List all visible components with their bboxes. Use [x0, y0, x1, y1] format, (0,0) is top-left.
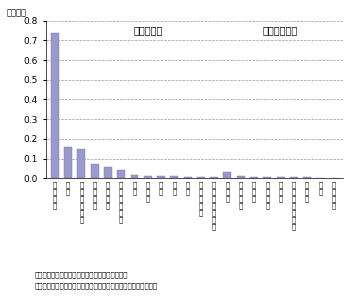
- Bar: [303, 177, 311, 178]
- Bar: [131, 175, 139, 178]
- Bar: [104, 168, 112, 178]
- Bar: [250, 177, 258, 178]
- Bar: [184, 177, 191, 178]
- Text: 資料：経済産業省「海外事業活動基本調査」の個票から再集計。: 資料：経済産業省「海外事業活動基本調査」の個票から再集計。: [35, 282, 158, 289]
- Bar: [144, 176, 152, 178]
- Bar: [170, 176, 178, 178]
- Text: （非製造業）: （非製造業）: [263, 25, 298, 35]
- Bar: [157, 176, 165, 178]
- Bar: [237, 176, 245, 178]
- Bar: [51, 33, 59, 178]
- Bar: [290, 177, 298, 178]
- Text: （製造業）: （製造業）: [133, 25, 162, 35]
- Bar: [210, 177, 218, 178]
- Bar: [91, 165, 99, 178]
- Bar: [64, 147, 72, 178]
- Bar: [276, 177, 285, 178]
- Bar: [77, 149, 85, 178]
- Bar: [263, 177, 271, 178]
- Text: 備考：個票から操業中の海外現地法人で再集計。: 備考：個票から操業中の海外現地法人で再集計。: [35, 272, 128, 278]
- Bar: [197, 177, 205, 178]
- Bar: [223, 172, 231, 178]
- Text: （兆円）: （兆円）: [7, 9, 27, 18]
- Bar: [117, 170, 125, 178]
